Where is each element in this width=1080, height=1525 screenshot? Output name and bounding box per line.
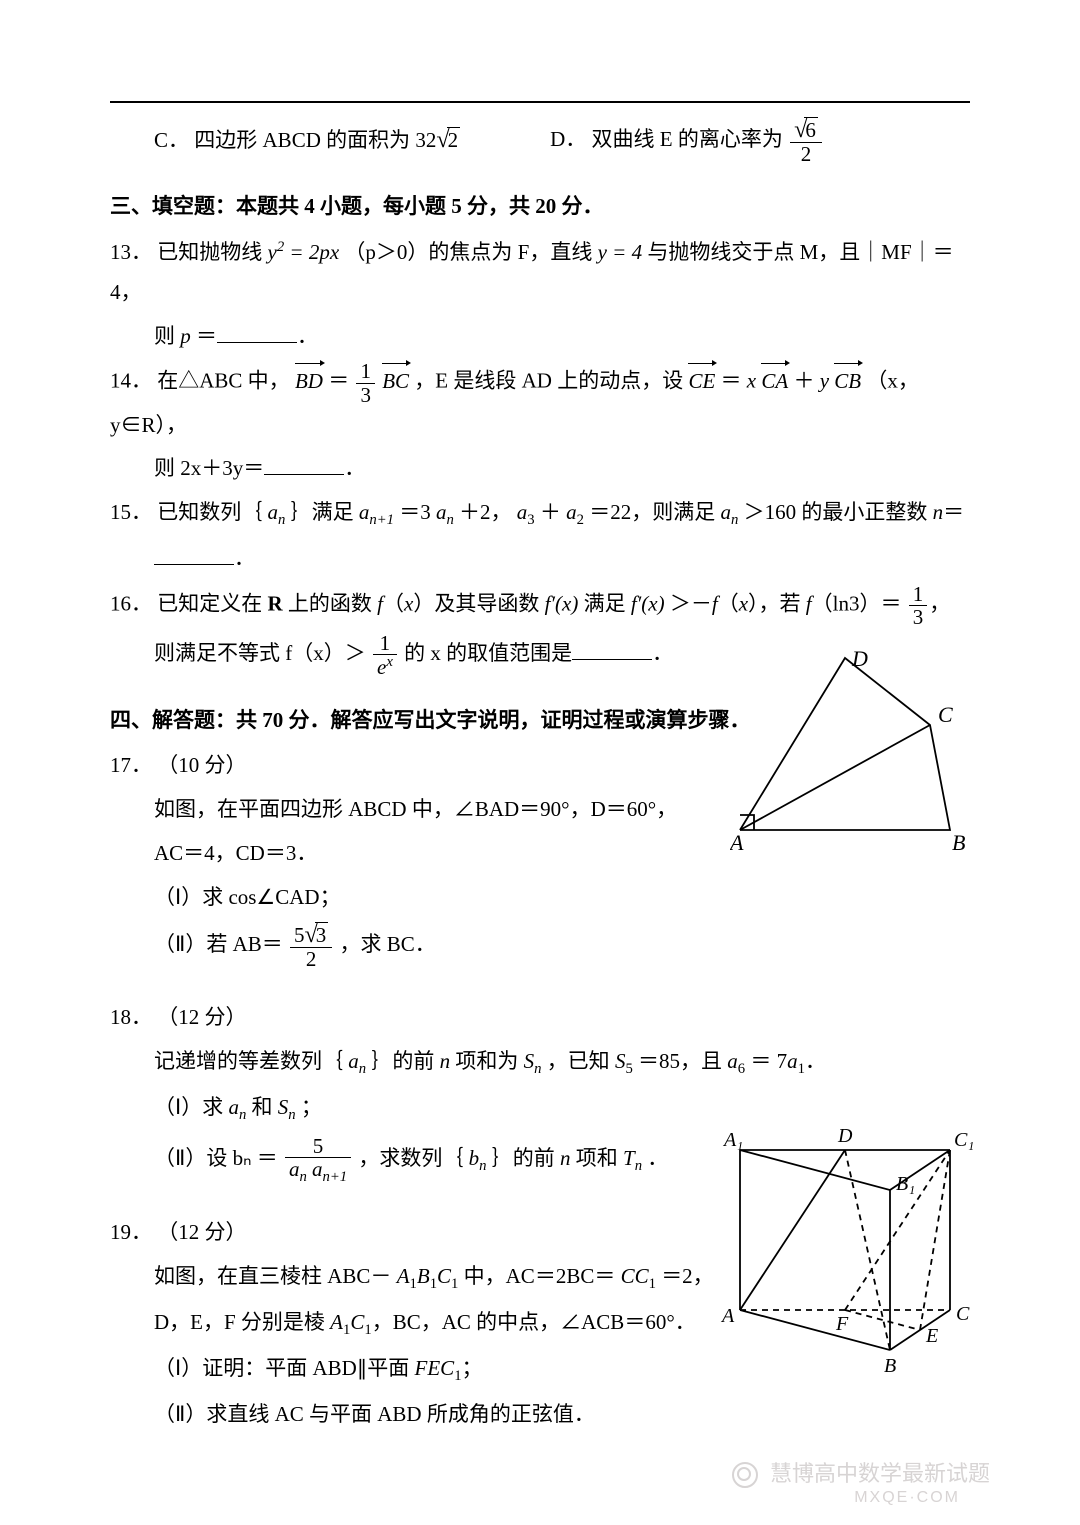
q13-blank	[217, 323, 297, 343]
q16-num: 16．	[110, 592, 152, 616]
section-3-title: 三、填空题：本题共 4 小题，每小题 5 分，共 20 分．	[110, 187, 970, 227]
q14-line2: 则 2x＋3y＝．	[110, 449, 970, 489]
q14-frac: 13	[356, 360, 375, 405]
choice-c: C． 四边形 ABCD 的面积为 32√2	[154, 117, 460, 165]
q19-pts: （12 分）	[157, 1220, 246, 1244]
q14-t2: ，E 是线段 AD 上的动点，设	[414, 369, 688, 393]
q16-frac1: 13	[909, 583, 928, 628]
q15-t1: 已知数列｛ an ｝满足 an+1 ＝3 an ＋2， a3 ＋ a2 ＝22，…	[157, 500, 964, 524]
lbl-C: C	[938, 702, 953, 727]
q17-frac: 5√3 2	[290, 922, 332, 970]
q17-figure: A B C D	[730, 650, 970, 855]
q14-x: x	[747, 369, 756, 393]
q19-l4: （Ⅱ）求直线 AC 与平面 ABD 所成角的正弦值．	[110, 1395, 970, 1435]
q15-line2: ．	[110, 539, 970, 579]
q14: 14． 在△ABC 中， BD ＝ 13 BC ，E 是线段 AD 上的动点，设…	[110, 360, 970, 445]
q13-eq3: ＝	[196, 324, 217, 348]
lbl-F: F	[835, 1313, 849, 1335]
lbl-B: B	[952, 830, 965, 855]
q13-t1: 已知抛物线	[157, 240, 267, 264]
q14-y: y	[820, 369, 829, 393]
q14-vec-bc: BC	[382, 361, 409, 402]
q14-t1: 在△ABC 中，	[157, 369, 289, 393]
q13-t2: （p＞0）的焦点为 F，直线	[344, 240, 597, 264]
choice-d-label: D．	[550, 127, 586, 151]
choice-d-text: 双曲线 E 的离心率为	[592, 127, 789, 151]
q18-l3b: ，求数列｛ bn ｝的前 n 项和 Tn ．	[358, 1146, 668, 1170]
q13-var: p	[180, 324, 191, 348]
q14-vec-ca: CA	[761, 361, 788, 402]
q13-num: 13．	[110, 240, 152, 264]
q17-l4b: ，求 BC．	[340, 932, 436, 956]
choice-d-value: √6 2	[790, 117, 822, 165]
q17-num: 17．	[110, 753, 152, 777]
q13-line2: 则 p ＝．	[110, 317, 970, 357]
q19-num: 19．	[110, 1220, 152, 1244]
q14-vec-bd: BD	[295, 361, 323, 402]
q15: 15． 已知数列｛ an ｝满足 an+1 ＝3 an ＋2， a3 ＋ a2 …	[110, 493, 970, 535]
q14-num: 14．	[110, 369, 152, 393]
q16-t1: 已知定义在 R 上的函数 f（x）及其导函数 f′(x) 满足 f′(x) ＞－…	[157, 592, 901, 616]
lbl-D: D	[851, 650, 868, 671]
q18-pts: （12 分）	[157, 1005, 246, 1029]
choices-row: C． 四边形 ABCD 的面积为 32√2 D． 双曲线 E 的离心率为 √6 …	[110, 117, 970, 165]
exam-page: C． 四边形 ABCD 的面积为 32√2 D． 双曲线 E 的离心率为 √6 …	[0, 0, 1080, 1525]
lbl-A: A	[730, 830, 744, 855]
q18: 18． （12 分）	[110, 998, 970, 1038]
q14-vec-cb: CB	[834, 361, 861, 402]
q16: 16． 已知定义在 R 上的函数 f（x）及其导函数 f′(x) 满足 f′(x…	[110, 583, 970, 628]
q13-eq1: y2 = 2px	[268, 240, 340, 264]
q18-num: 18．	[110, 1005, 152, 1029]
q14-plus: ＋	[793, 369, 819, 393]
q17-l4: （Ⅱ）若 AB＝ 5√3 2 ，求 BC．	[110, 922, 970, 970]
q14-eq1: ＝	[328, 369, 354, 393]
q13-t4: 则	[154, 324, 180, 348]
choice-c-label: C．	[154, 128, 189, 152]
top-rule	[110, 101, 970, 103]
lbl-E: E	[925, 1325, 938, 1347]
q17-l3: （Ⅰ）求 cos∠CAD；	[110, 878, 970, 918]
q15-num: 15．	[110, 500, 152, 524]
lbl-A1: A₁	[722, 1129, 743, 1151]
wechat-icon	[732, 1462, 758, 1488]
q19-figure: A₁ D C₁ B₁ A C B F E	[720, 1120, 980, 1380]
lbl-B1: B₁	[896, 1173, 915, 1195]
q14-t4: 则 2x＋3y＝	[154, 456, 264, 480]
q14-eq2: ＝	[721, 369, 747, 393]
q16-blank	[572, 640, 652, 660]
q14-blank	[264, 456, 344, 476]
q13-eq2: y = 4	[598, 240, 643, 264]
choice-d: D． 双曲线 E 的离心率为 √6 2	[550, 117, 824, 165]
lbl-A: A	[720, 1305, 735, 1327]
lbl-C: C	[956, 1303, 970, 1325]
q14-vec-ce: CE	[688, 361, 715, 402]
q17-l4a: （Ⅱ）若 AB＝	[154, 932, 283, 956]
q18-l3a: （Ⅱ）设 bₙ ＝	[154, 1146, 278, 1170]
q13: 13． 已知抛物线 y2 = 2px （p＞0）的焦点为 F，直线 y = 4 …	[110, 233, 970, 313]
choice-c-text: 四边形 ABCD 的面积为	[194, 128, 415, 152]
q16-frac2: 1ex	[373, 632, 397, 678]
q18-frac: 5 an an+1	[285, 1135, 351, 1186]
choice-c-value: 32√2	[415, 128, 460, 152]
q17-pts: （10 分）	[157, 753, 246, 777]
q16-t3: 的 x 的取值范围是	[404, 641, 572, 665]
lbl-C1: C₁	[954, 1129, 974, 1151]
lbl-B: B	[884, 1355, 896, 1377]
stamp-text: MXQE·COM	[854, 1483, 960, 1513]
lbl-D: D	[837, 1125, 853, 1147]
q18-l1: 记递增的等差数列｛ an ｝的前 n 项和为 Sn ，已知 S5 ＝85，且 a…	[110, 1042, 970, 1084]
q16-t2: 则满足不等式 f（x）＞	[154, 641, 366, 665]
q15-blank	[154, 546, 234, 566]
